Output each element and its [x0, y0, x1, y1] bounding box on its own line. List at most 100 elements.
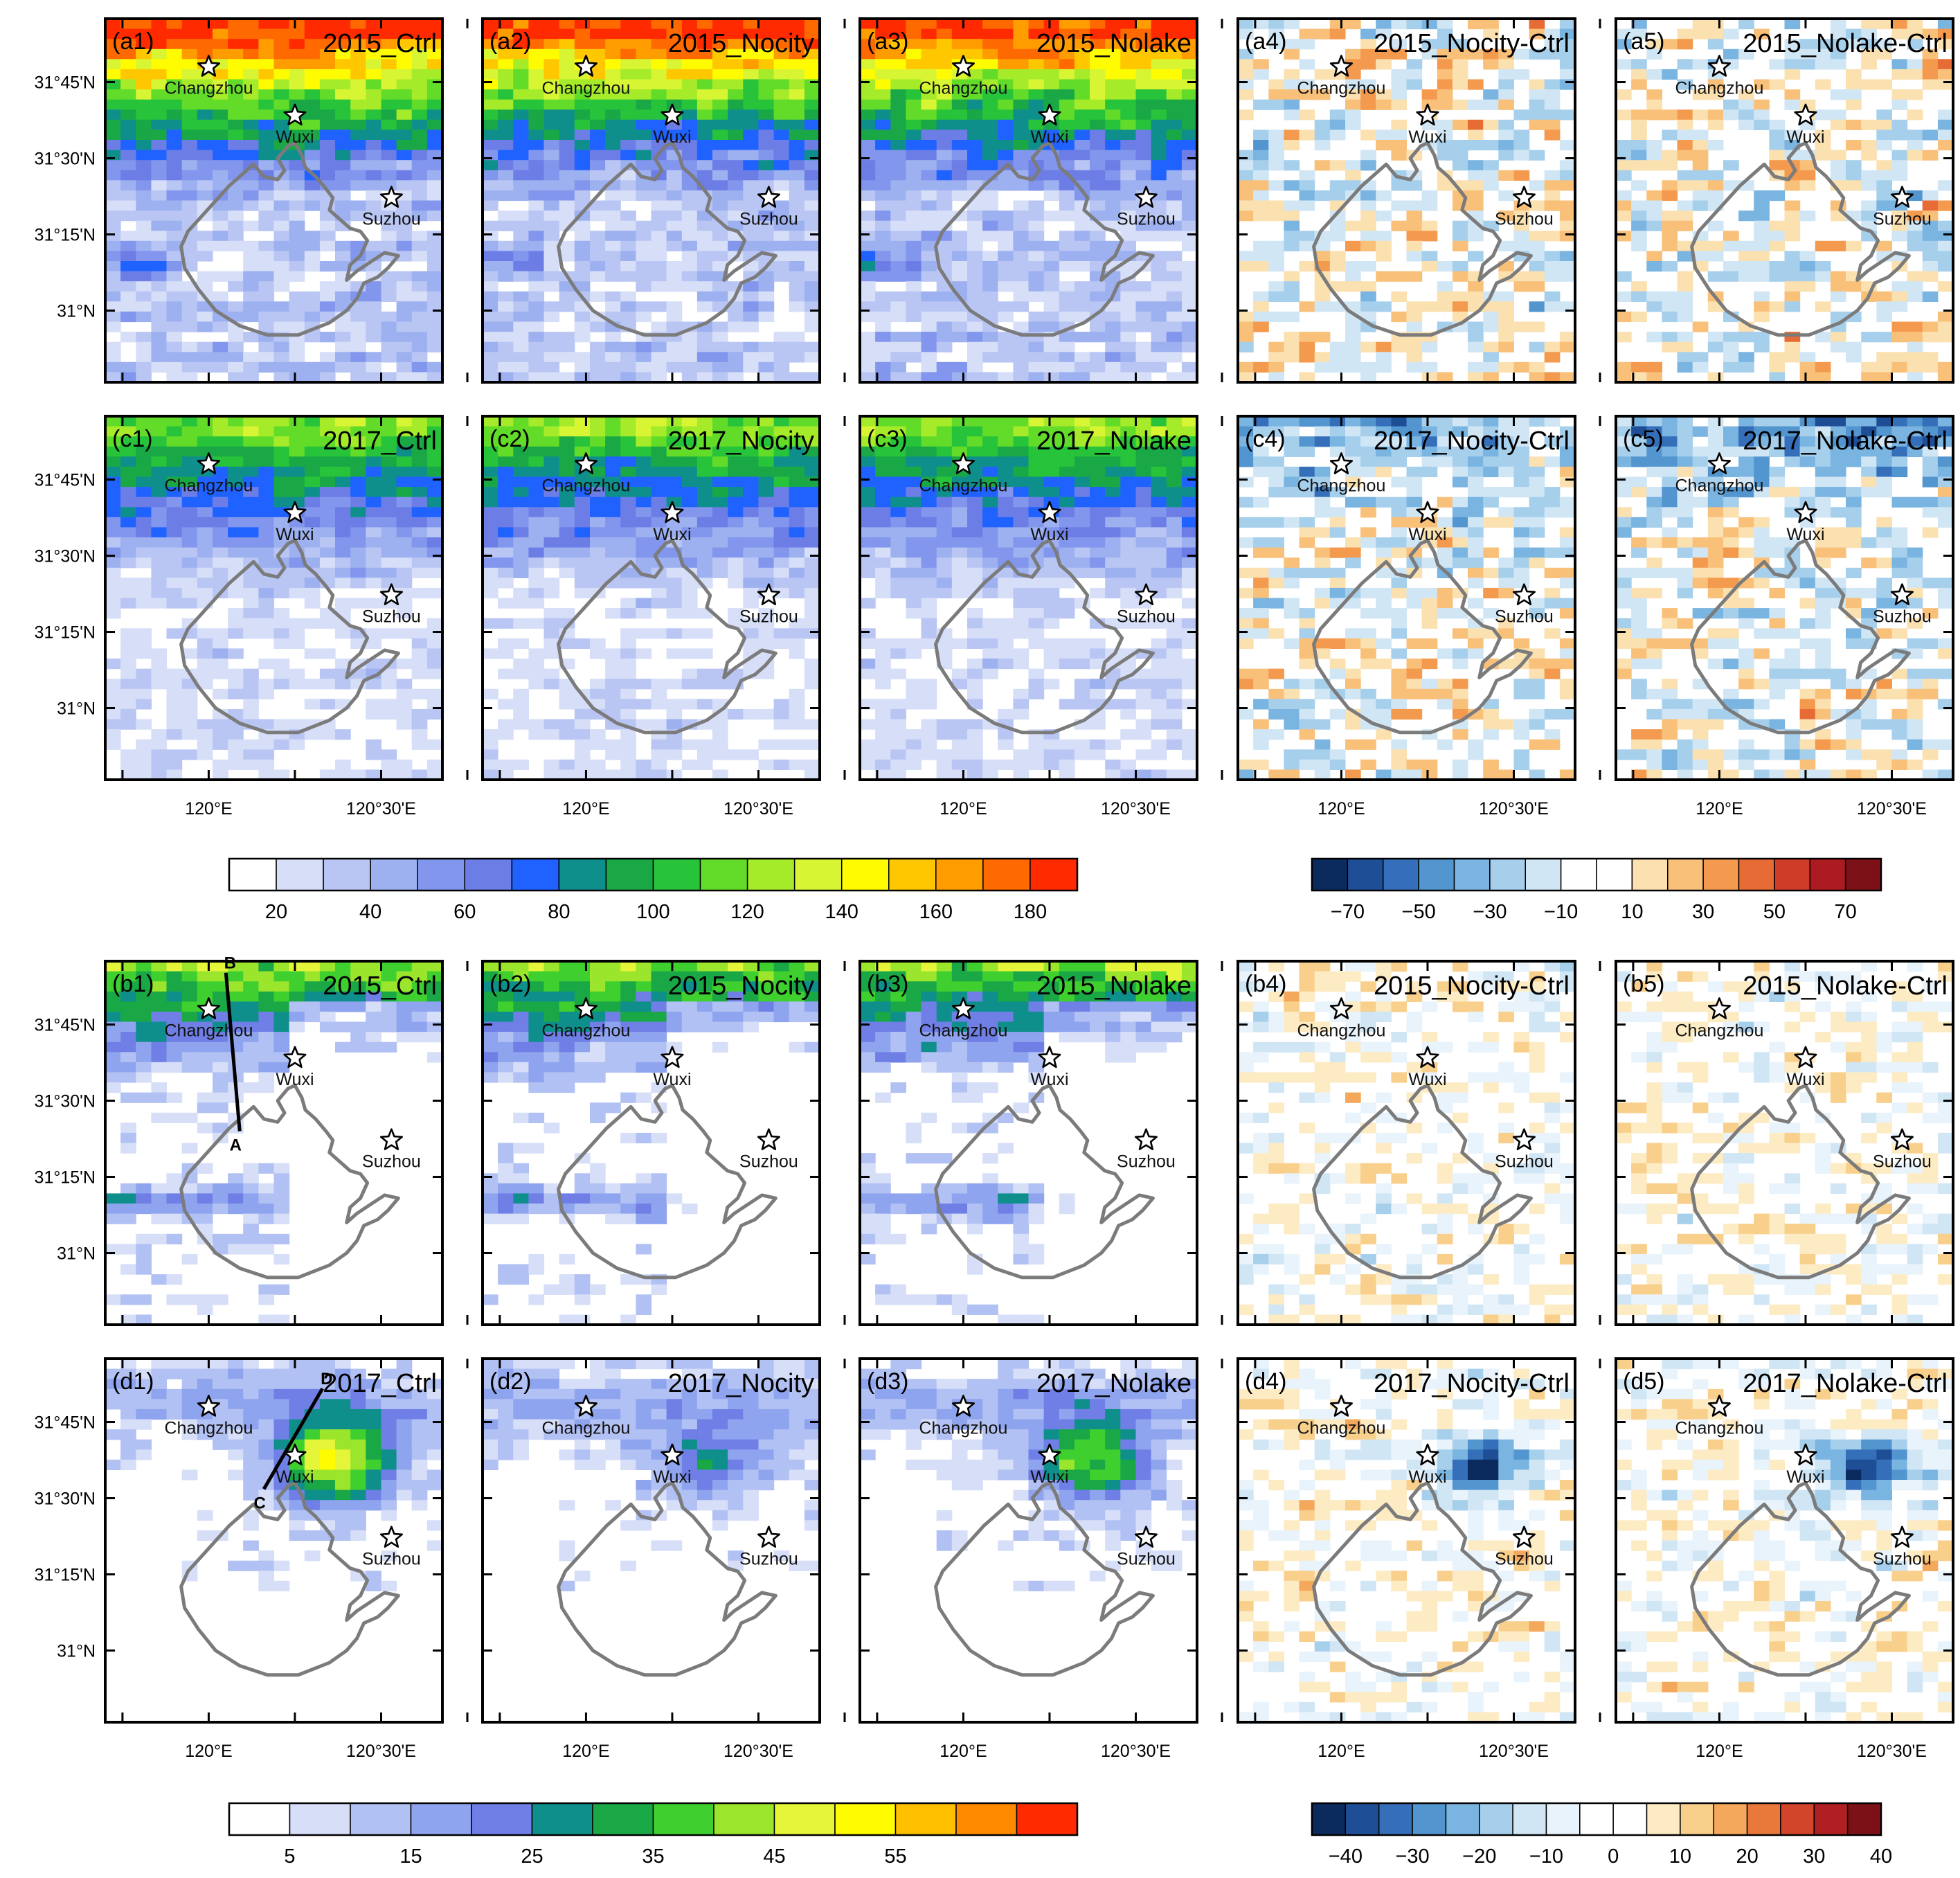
- colorbar-tick-label: −20: [1462, 1845, 1496, 1868]
- longitude-tick-label: 120°30'E: [1479, 799, 1549, 819]
- taihu-lake-outline: [557, 1481, 777, 1677]
- panel-tag: (d1): [112, 1368, 154, 1395]
- city-star-icon: [1038, 103, 1061, 126]
- colorbar-swatch: [1667, 858, 1704, 891]
- panel-c3: Changzhou Wuxi Suzhou (c3) 2017_Nolake 120°E 1…: [858, 415, 1223, 819]
- colorbar-swatch: [1612, 1803, 1648, 1836]
- panel-c4: Changzhou Wuxi Suzhou (c4) 2017_Nocity-Ctrl 1…: [1237, 415, 1601, 819]
- colorbar-tick-label: 50: [1763, 901, 1786, 923]
- colorbar-tick-label: 35: [642, 1845, 664, 1868]
- panel-frame: [1615, 960, 1954, 1326]
- city-label: Suzhou: [1117, 1550, 1176, 1569]
- colorbar-swatch: [1479, 1803, 1513, 1836]
- panel-d1: Changzhou Wuxi Suzhou C D (d1) 2017_Ctrl 31°45'…: [35, 1357, 469, 1761]
- city-star-icon: [951, 1395, 975, 1417]
- city-label: Suzhou: [1117, 607, 1176, 627]
- colorbar-tick-label: −30: [1473, 901, 1507, 923]
- colorbar-swatch: [1383, 858, 1419, 891]
- panel-title: 2015_Nolake: [1036, 972, 1192, 1001]
- longitude-tick-label: 120°E: [939, 799, 987, 819]
- transect-end-label: D: [321, 1370, 332, 1388]
- longitude-tick-label: 120°E: [1318, 1742, 1365, 1761]
- colorbar-swatch: [1311, 858, 1349, 891]
- city-label: Wuxi: [653, 127, 691, 147]
- city-star-icon: [197, 55, 220, 77]
- city-label: Changzhou: [1297, 79, 1385, 98]
- city-star-icon: [1890, 1128, 1914, 1151]
- colorbar-swatch: [1412, 1803, 1447, 1836]
- colorbar-swatch: [746, 858, 795, 891]
- colorbar-tick-label: −30: [1395, 1845, 1429, 1868]
- colorbar-tick-label: 100: [636, 901, 669, 923]
- city-star-icon: [757, 583, 781, 606]
- city-label: Changzhou: [919, 1419, 1007, 1438]
- colorbar-tick-label: 25: [521, 1845, 543, 1868]
- city-star-icon: [379, 583, 404, 606]
- colorbar-tick-label: 20: [1736, 1845, 1758, 1868]
- panel-tag: (b1): [112, 971, 154, 997]
- city-star-icon: [1512, 583, 1536, 606]
- panel-frame: [1615, 415, 1954, 781]
- city-label: Changzhou: [919, 1021, 1007, 1041]
- panel-frame: [481, 960, 821, 1326]
- colorbar-tick-label: 40: [359, 901, 381, 923]
- panel-frame: [858, 17, 1198, 384]
- longitude-tick-label: 120°30'E: [1857, 1742, 1927, 1761]
- colorbar-swatch: [840, 858, 890, 891]
- panel-tag: (c2): [489, 426, 530, 452]
- colorbar-tick-label: 40: [1870, 1845, 1892, 1868]
- colorbar-tick-label: 160: [919, 901, 953, 923]
- panel-title: 2017_Nolake-Ctrl: [1743, 427, 1948, 456]
- city-star-icon: [1416, 1443, 1439, 1466]
- colorbar-swatch: [1680, 1803, 1714, 1836]
- taihu-lake-outline: [1690, 1481, 1911, 1677]
- city-star-icon: [574, 1395, 597, 1417]
- city-star-icon: [1134, 186, 1158, 208]
- colorbar-swatch: [1016, 1803, 1078, 1836]
- shaded-field: [1616, 416, 1953, 780]
- city-star-icon: [1416, 501, 1439, 524]
- panel-title: 2015_Nocity-Ctrl: [1374, 972, 1570, 1001]
- panel-title: 2017_Nolake-Ctrl: [1743, 1369, 1948, 1398]
- panel-frame: [481, 415, 821, 781]
- city-label: Suzhou: [362, 210, 421, 229]
- city-star-icon: [574, 55, 597, 77]
- difference-colorbar: −40 −30 −20 −10 0 10 20 30 40: [1311, 1802, 1892, 1868]
- field-colorbar: 5 15 25 35 45 55: [228, 1802, 1079, 1868]
- city-star-icon: [1512, 1526, 1536, 1548]
- cross-section-line: [224, 972, 242, 1132]
- colorbar-swatch: [1453, 858, 1491, 891]
- taihu-lake-outline: [934, 1481, 1155, 1677]
- panel-tag: (d4): [1245, 1368, 1286, 1395]
- city-label: Wuxi: [1786, 127, 1824, 147]
- city-star-icon: [660, 103, 684, 126]
- city-star-icon: [1707, 452, 1731, 474]
- panel-frame: [104, 960, 444, 1326]
- shaded-field: [483, 961, 820, 1325]
- colorbar-swatch: [935, 858, 984, 891]
- colorbar-tick-label: 30: [1692, 901, 1714, 923]
- panel-tag: (b3): [867, 971, 908, 997]
- colorbar-tick-label: −50: [1402, 901, 1436, 923]
- panel-b2: Changzhou Wuxi Suzhou (b2) 2015_Nocity: [481, 960, 846, 1326]
- colorbar-swatch: [1738, 858, 1775, 891]
- cross-section-line: [262, 1387, 324, 1490]
- city-star-icon: [1416, 1046, 1439, 1068]
- panel-frame: [104, 415, 444, 781]
- colorbar-swatch: [1311, 1803, 1347, 1836]
- panel-b1: Changzhou Wuxi Suzhou A B (b1) 2015_Ctrl 31°45'…: [35, 954, 469, 1326]
- city-label: Changzhou: [164, 79, 253, 98]
- panel-b5: Changzhou Wuxi Suzhou (b5) 2015_Nolake-Ctrl: [1615, 960, 1954, 1326]
- latitude-tick-label: 31°15'N: [35, 623, 96, 643]
- city-star-icon: [1512, 186, 1536, 208]
- colorbar-tick-label: 10: [1669, 1845, 1691, 1868]
- latitude-tick-label: 31°45'N: [35, 471, 96, 490]
- longitude-tick-label: 120°E: [1696, 1742, 1743, 1761]
- difference-colorbar: −70 −50 −30 −10 10 30 50 70: [1311, 857, 1882, 923]
- latitude-tick-label: 31°45'N: [35, 73, 96, 93]
- colorbar-swatch: [1746, 1803, 1781, 1836]
- city-label: Wuxi: [1030, 525, 1068, 544]
- colorbar-tick-label: 15: [399, 1845, 422, 1868]
- city-label: Wuxi: [1408, 127, 1446, 147]
